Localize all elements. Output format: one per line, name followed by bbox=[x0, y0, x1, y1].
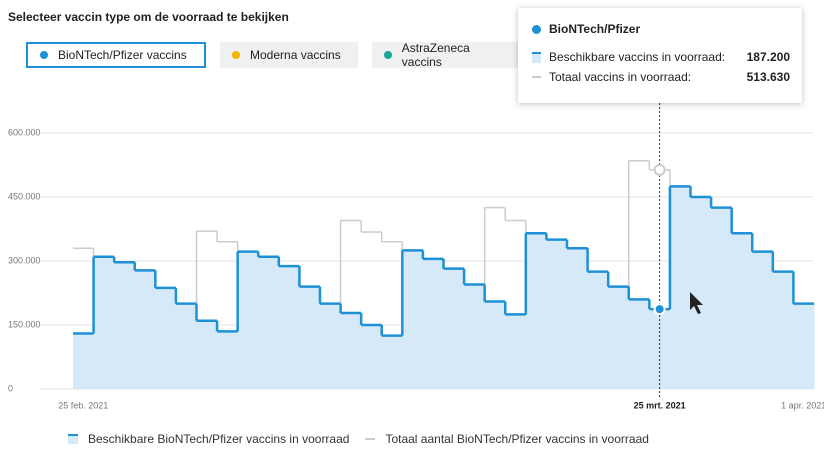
cursor bbox=[690, 292, 703, 314]
x-tick-label: 25 mrt. 2021 bbox=[634, 400, 686, 410]
button-dot bbox=[232, 51, 240, 59]
area-band bbox=[525, 233, 547, 389]
button-dot bbox=[384, 51, 392, 59]
legend-label: Totaal aantal BioNTech/Pfizer vaccins in… bbox=[385, 432, 649, 446]
legend: Beschikbare BioNTech/Pfizer vaccins in v… bbox=[68, 432, 649, 446]
area-band bbox=[772, 271, 794, 389]
page-title: Selecteer vaccin type om de voorraad te … bbox=[8, 10, 289, 24]
area-band bbox=[114, 262, 136, 389]
area-band bbox=[278, 266, 300, 389]
area-band bbox=[567, 248, 589, 389]
vaccine-button[interactable]: Moderna vaccins bbox=[220, 42, 358, 68]
area-band bbox=[134, 270, 156, 389]
area-band bbox=[73, 333, 95, 389]
tooltip: BioNTech/Pfizer Beschikbare vaccins in v… bbox=[518, 8, 802, 103]
tooltip-value: 513.630 bbox=[746, 70, 790, 84]
button-label: Moderna vaccins bbox=[250, 48, 341, 62]
y-tick-label: 450.000 bbox=[8, 191, 41, 201]
area-band bbox=[587, 271, 609, 389]
legend-label: Beschikbare BioNTech/Pfizer vaccins in v… bbox=[88, 432, 350, 446]
area-band bbox=[217, 331, 239, 389]
area-band bbox=[422, 258, 444, 389]
area-band bbox=[320, 303, 342, 389]
area-band bbox=[299, 286, 321, 389]
area-band bbox=[505, 314, 527, 389]
y-tick-label: 150.000 bbox=[8, 319, 41, 329]
area-band bbox=[175, 303, 197, 389]
tooltip-label: Beschikbare vaccins in voorraad: bbox=[549, 50, 726, 64]
area-band bbox=[196, 320, 218, 389]
legend-swatch bbox=[68, 434, 78, 444]
y-tick-label: 0 bbox=[8, 383, 13, 393]
area-band bbox=[484, 301, 506, 389]
x-tick-label: 1 apr. 2021 bbox=[781, 400, 824, 410]
area-band bbox=[381, 335, 403, 389]
area-band bbox=[711, 207, 733, 389]
area-band bbox=[669, 186, 691, 389]
area-band bbox=[628, 299, 650, 389]
area-band bbox=[93, 256, 115, 389]
area-band bbox=[608, 286, 630, 389]
x-tick-label: 25 feb. 2021 bbox=[58, 400, 108, 410]
area-band bbox=[155, 287, 177, 389]
area-band bbox=[752, 251, 774, 389]
button-label: AstraZeneca vaccins bbox=[401, 41, 470, 69]
y-tick-label: 300.000 bbox=[8, 255, 41, 265]
area-band bbox=[793, 303, 815, 389]
area-band bbox=[258, 256, 280, 389]
area-band bbox=[340, 313, 362, 389]
area-band bbox=[546, 239, 568, 389]
y-tick-label: 600.000 bbox=[8, 127, 41, 137]
legend-swatch bbox=[365, 438, 376, 440]
area-band bbox=[649, 309, 671, 389]
tooltip-value: 187.200 bbox=[746, 50, 790, 64]
area-band bbox=[443, 268, 465, 389]
vaccine-button[interactable]: BioNTech/Pfizer vaccins bbox=[26, 42, 206, 68]
hover-point bbox=[653, 163, 666, 176]
tooltip-swatch bbox=[532, 51, 541, 63]
button-dot bbox=[40, 51, 48, 59]
tooltip-label: Totaal vaccins in voorraad: bbox=[549, 70, 692, 84]
tooltip-title: BioNTech/Pfizer bbox=[549, 22, 641, 36]
area-band bbox=[402, 250, 424, 389]
tooltip-dot bbox=[532, 24, 541, 34]
area-band bbox=[237, 251, 259, 389]
button-label: BioNTech/Pfizer vaccins bbox=[58, 48, 187, 62]
vaccine-button[interactable]: AstraZeneca vaccins bbox=[372, 41, 522, 69]
tooltip-swatch bbox=[532, 76, 541, 78]
area-band bbox=[690, 197, 712, 389]
area-band bbox=[464, 284, 486, 389]
area-band bbox=[361, 325, 383, 389]
area-band bbox=[731, 233, 753, 389]
hover-point bbox=[653, 303, 666, 316]
